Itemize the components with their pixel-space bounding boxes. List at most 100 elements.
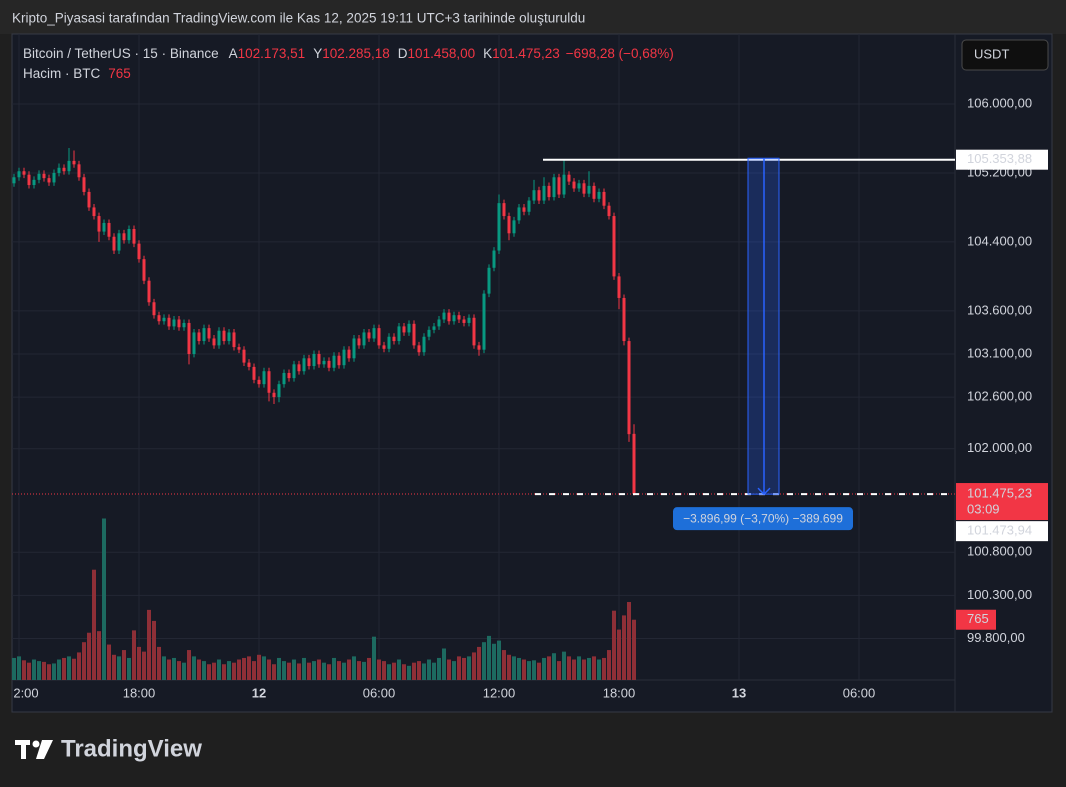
volume-bar bbox=[397, 659, 401, 680]
candle-body bbox=[472, 317, 476, 346]
candle-body bbox=[327, 360, 331, 368]
volume-bar bbox=[412, 662, 416, 680]
volume-layer bbox=[12, 518, 636, 680]
volume-bar bbox=[32, 659, 36, 680]
candle-body bbox=[532, 190, 536, 201]
volume-bar bbox=[137, 646, 141, 680]
volume-bar bbox=[112, 654, 116, 680]
volume-bar bbox=[357, 661, 361, 680]
candle-body bbox=[627, 341, 631, 435]
volume-bar bbox=[197, 659, 201, 680]
candle-body bbox=[272, 392, 276, 398]
volume-bar bbox=[532, 660, 536, 680]
volume-bar bbox=[42, 661, 46, 680]
symbol-row: Bitcoin / TetherUS · 15 · Binance A102.17… bbox=[23, 44, 674, 64]
x-tick-label: 12:00 bbox=[483, 685, 516, 700]
currency-button-label[interactable]: USDT bbox=[974, 46, 1009, 61]
candle-body bbox=[227, 332, 231, 342]
legend: Bitcoin / TetherUS · 15 · Binance A102.17… bbox=[23, 44, 674, 84]
volume-bar bbox=[57, 659, 61, 680]
candle-body bbox=[557, 177, 561, 195]
y-tick-label: 103.600,00 bbox=[967, 302, 1032, 317]
volume-bar bbox=[187, 650, 191, 680]
volume-bar bbox=[327, 664, 331, 680]
y-tick-label: 106.000,00 bbox=[967, 95, 1032, 110]
candle-body bbox=[117, 233, 121, 251]
candle-body bbox=[82, 177, 86, 192]
volume-bar bbox=[602, 657, 606, 680]
y-tick-label: 100.300,00 bbox=[967, 587, 1032, 602]
volume-bar bbox=[157, 646, 161, 680]
logo-text: TradingView bbox=[61, 735, 202, 762]
volume-bar bbox=[582, 659, 586, 680]
volume-bar bbox=[512, 656, 516, 680]
candle-body bbox=[462, 319, 466, 323]
volume-bar bbox=[597, 659, 601, 680]
volume-bar bbox=[572, 659, 576, 680]
candle-body bbox=[27, 174, 31, 186]
volume-bar bbox=[102, 518, 106, 680]
candle-body bbox=[42, 173, 46, 179]
candle-body bbox=[72, 160, 76, 165]
volume-bar bbox=[92, 569, 96, 680]
logo-icon bbox=[36, 740, 53, 759]
volume-bar bbox=[557, 661, 561, 680]
volume-bar bbox=[362, 661, 366, 680]
volume-bar bbox=[207, 664, 211, 680]
chart-panel bbox=[11, 33, 1053, 713]
x-tick-label: 12 bbox=[252, 685, 266, 700]
volume-bar bbox=[77, 652, 81, 680]
candle-body bbox=[482, 293, 486, 350]
logo: TradingView bbox=[15, 735, 202, 762]
candle-body bbox=[607, 205, 611, 217]
candle-body bbox=[137, 243, 141, 260]
currency-button-bg[interactable] bbox=[961, 39, 1049, 71]
candle-body bbox=[377, 328, 381, 346]
ohlc-key: K bbox=[483, 46, 493, 61]
candle-body bbox=[197, 332, 201, 342]
volume-bar bbox=[217, 659, 221, 680]
volume-bar bbox=[122, 650, 126, 680]
candle-body bbox=[217, 330, 221, 346]
volume-bar bbox=[372, 636, 376, 680]
candle-body bbox=[602, 191, 606, 206]
volume-bar bbox=[167, 659, 171, 680]
candle-body bbox=[617, 276, 621, 298]
volume-bar bbox=[312, 661, 316, 680]
y-tick-label: 102.600,00 bbox=[967, 389, 1032, 404]
x-tick-label: 13 bbox=[732, 685, 746, 700]
volume-row: Hacim · BTC 765 bbox=[23, 64, 674, 84]
candle-body bbox=[147, 280, 151, 303]
volume-bar bbox=[612, 610, 616, 680]
candle-body bbox=[392, 336, 396, 342]
candle-body bbox=[487, 267, 491, 294]
volume-bar bbox=[252, 661, 256, 680]
volume-bar bbox=[12, 657, 16, 680]
volume-bar bbox=[392, 662, 396, 680]
candle-body bbox=[427, 329, 431, 337]
volume-bar bbox=[182, 662, 186, 680]
candle-body bbox=[317, 353, 321, 365]
candle-body bbox=[97, 216, 101, 232]
volume-bar bbox=[482, 642, 486, 680]
volume-bar bbox=[242, 657, 246, 680]
volume-bar bbox=[352, 656, 356, 680]
candle-body bbox=[62, 167, 66, 172]
volume-bar bbox=[437, 657, 441, 680]
candle-body bbox=[632, 433, 636, 495]
measure-arrowhead bbox=[757, 487, 771, 496]
volume-bar bbox=[487, 635, 491, 680]
volume-bar bbox=[67, 656, 71, 680]
volume-bar bbox=[457, 656, 461, 680]
candle-body bbox=[212, 338, 216, 346]
x-tick-label: 18:00 bbox=[603, 685, 636, 700]
volume-value: 765 bbox=[108, 66, 131, 81]
candle-body bbox=[457, 315, 461, 320]
volume-bar bbox=[17, 656, 21, 680]
symbol: Bitcoin / TetherUS · 15 · Binance bbox=[23, 46, 219, 61]
ohlc-value: 101.458,00 bbox=[407, 46, 476, 61]
x-tick-label: 06:00 bbox=[843, 685, 876, 700]
volume-bar bbox=[592, 656, 596, 680]
last-price-label-bg bbox=[956, 483, 1048, 521]
currency-button[interactable]: USDT bbox=[961, 39, 1049, 71]
